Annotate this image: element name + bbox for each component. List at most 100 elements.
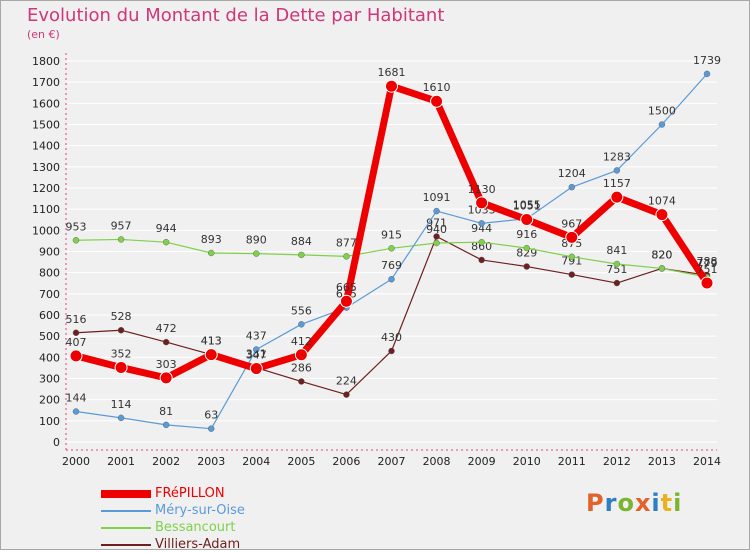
x-tick-label: 2009 [468,455,496,468]
y-tick-label: 1400 [32,140,60,153]
chart-subtitle: (en €) [27,28,60,41]
data-label: 944 [471,222,492,235]
y-tick-label: 1700 [32,76,60,89]
data-label: 286 [291,361,312,374]
logo-letter: x [634,489,652,517]
chart-title: Evolution du Montant de la Dette par Hab… [27,5,445,26]
data-label: 890 [246,234,267,247]
data-point [117,414,125,422]
data-label: 303 [156,358,177,371]
data-point [478,220,485,227]
legend-item: FRéPILLON [101,485,245,502]
data-label: 1051 [513,200,541,213]
legend-label: Méry-sur-Oise [155,503,245,518]
legend-label: Bessancourt [155,520,236,535]
legend-label: Villiers-Adam [155,537,241,552]
y-tick-label: 900 [39,246,60,259]
data-label: 1091 [423,191,451,204]
data-point [249,362,263,376]
data-point [208,425,215,432]
data-label: 916 [516,228,537,241]
y-tick-label: 500 [39,330,60,343]
data-label: 63 [204,409,218,422]
y-tick-label: 800 [39,267,60,280]
data-point [117,327,125,334]
data-label: 1204 [558,167,586,180]
y-tick-label: 1600 [32,97,60,110]
data-label: 788 [697,255,718,268]
data-label: 472 [156,322,177,335]
y-tick-label: 1200 [32,182,60,195]
data-label: 877 [336,236,357,249]
y-tick-label: 1300 [32,161,60,174]
data-point [298,378,305,385]
logo-letter: P [586,489,605,517]
data-point [162,421,170,429]
x-tick-label: 2003 [197,455,225,468]
logo-letter: r [604,489,618,517]
data-point [385,79,398,93]
data-point [568,183,575,191]
x-tick-label: 2011 [558,455,586,468]
data-label: 1681 [378,66,406,79]
data-label: 1283 [603,150,631,163]
x-tick-label: 2004 [242,455,270,468]
data-label: 944 [156,222,177,235]
data-point [613,279,621,287]
y-tick-label: 1000 [32,224,60,237]
x-tick-label: 2006 [332,455,360,468]
legend-label: FRéPILLON [155,486,225,501]
data-point [253,346,260,353]
legend-item: Méry-sur-Oise [101,502,245,519]
y-tick-label: 1500 [32,119,60,132]
data-point [162,338,170,346]
data-label: 114 [111,398,132,411]
data-label: 915 [381,228,402,241]
data-point [523,244,530,252]
data-point [568,271,575,278]
data-point [568,253,575,260]
chart-legend: FRéPILLON Méry-sur-Oise Bessancourt Villier… [101,485,245,553]
legend-swatch [101,489,151,498]
data-label: 412 [291,335,312,348]
data-label: 1130 [468,183,496,196]
data-label: 1055 [513,199,541,212]
y-tick-label: 1100 [32,203,60,216]
proxiti-logo: Proxiti [586,489,682,517]
data-label: 940 [426,223,447,236]
data-label: 347 [246,349,267,362]
y-tick-label: 1800 [32,55,60,68]
data-point [72,237,80,244]
data-label: 413 [201,335,222,348]
data-point [343,253,350,260]
legend-swatch [101,543,151,546]
data-label: 1157 [603,177,631,190]
data-point [204,348,218,362]
x-tick-label: 2007 [378,455,406,468]
legend-item: Bessancourt [101,519,245,536]
data-label: 81 [159,405,173,418]
y-tick-label: 600 [39,309,60,322]
x-tick-label: 2002 [152,455,180,468]
data-label: 893 [201,233,222,246]
y-tick-label: 700 [39,288,60,301]
data-label: 1500 [648,105,676,118]
data-label: 829 [516,247,537,260]
x-tick-label: 2001 [107,455,135,468]
data-label: 224 [336,375,357,388]
data-label: 144 [66,392,87,405]
data-label: 751 [606,263,627,276]
x-tick-label: 2010 [513,455,541,468]
data-point [610,190,624,204]
data-point [208,249,215,257]
x-tick-label: 2014 [693,455,721,468]
legend-item: Villiers-Adam [101,536,245,553]
data-point [388,276,395,283]
data-point [72,408,80,415]
data-point [294,348,308,362]
data-point [72,329,80,336]
data-point [388,347,395,355]
y-tick-label: 400 [39,351,60,364]
x-tick-label: 2008 [423,455,451,468]
